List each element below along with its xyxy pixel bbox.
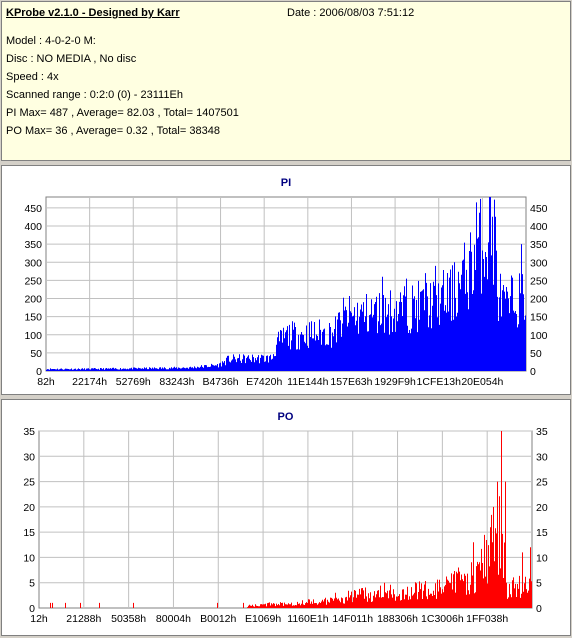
y-tick-label-left: 0: [29, 603, 35, 615]
x-tick-label: 20E054h: [461, 376, 503, 388]
y-tick-label-left: 25: [23, 477, 35, 489]
y-tick-label-left: 400: [24, 221, 42, 233]
y-tick-label-right: 400: [530, 221, 548, 233]
y-tick-label-right: 0: [530, 366, 536, 378]
x-tick-label: 1FF038h: [466, 613, 508, 625]
x-tick-label: 50358h: [111, 613, 146, 625]
speed-line: Speed : 4x: [6, 71, 59, 83]
y-tick-label-right: 35: [536, 426, 548, 438]
y-tick-label-right: 300: [530, 257, 548, 269]
data-bars: [50, 431, 532, 608]
x-tick-label: B0012h: [200, 613, 236, 625]
app-title: KProbe v2.1.0 - Designed by Karr: [6, 7, 180, 19]
x-tick-label: 22174h: [72, 376, 107, 388]
y-tick-label-left: 350: [24, 239, 42, 251]
x-tick-label: E7420h: [246, 376, 282, 388]
scan-info-panel: KProbe v2.1.0 - Designed by Karr Date : …: [1, 1, 571, 161]
y-tick-label-right: 250: [530, 275, 548, 287]
y-tick-label-left: 35: [23, 426, 35, 438]
y-tick-label-right: 0: [536, 603, 542, 615]
y-tick-label-right: 10: [536, 552, 548, 564]
y-tick-label-left: 250: [24, 275, 42, 287]
y-tick-label-left: 50: [30, 348, 42, 360]
model-line: Model : 4-0-2-0 M:: [6, 35, 96, 47]
y-tick-label-right: 200: [530, 294, 548, 306]
data-series: [46, 197, 526, 371]
y-tick-label-left: 450: [24, 203, 42, 215]
y-tick-label-right: 20: [536, 502, 548, 514]
x-tick-label: 11E144h: [287, 376, 328, 388]
y-tick-label-left: 30: [23, 451, 35, 463]
y-tick-label-left: 100: [24, 330, 42, 342]
x-tick-label: 52769h: [116, 376, 151, 388]
y-tick-label-right: 50: [530, 348, 542, 360]
x-tick-label: 82h: [37, 376, 55, 388]
scanned-range-line: Scanned range : 0:2:0 (0) - 23111Eh: [6, 89, 183, 101]
po-chart: PO 0 0 5 5 10 10 15 15 20 20 25 25 30 30 35 35 12h 21288h 5…: [23, 411, 548, 625]
y-tick-label-right: 5: [536, 578, 542, 590]
pi-summary-line: PI Max= 487 , Average= 82.03 , Total= 14…: [6, 107, 239, 119]
y-tick-label-left: 0: [36, 366, 42, 378]
scan-date: Date : 2006/08/03 7:51:12: [287, 7, 415, 19]
x-tick-label: 188306h: [377, 613, 418, 625]
x-tick-label: 157E63h: [330, 376, 372, 388]
plot-area: [38, 430, 533, 609]
y-tick-label-right: 15: [536, 527, 548, 539]
chart-title: PI: [281, 177, 291, 189]
x-tick-label: 1160E1h: [287, 613, 328, 625]
disc-line: Disc : NO MEDIA , No disc: [6, 53, 137, 65]
po-summary-line: PO Max= 36 , Average= 0.32 , Total= 3834…: [6, 125, 220, 137]
x-tick-label: 1929F9h: [374, 376, 416, 388]
x-tick-label: 12h: [30, 613, 48, 625]
chart-title: PO: [278, 411, 294, 423]
x-tick-label: 1CFE13h: [417, 376, 462, 388]
y-tick-label-left: 10: [23, 552, 35, 564]
x-tick-label: 14F011h: [332, 613, 373, 625]
y-tick-label-right: 150: [530, 312, 548, 324]
data-series: [50, 431, 532, 608]
x-tick-label: E1069h: [245, 613, 281, 625]
y-tick-label-right: 350: [530, 239, 548, 251]
x-tick-label: 80004h: [156, 613, 191, 625]
pi-chart: PI 0 0 50 50 100 100 150 150 200 200 250 250 300 300 35…: [24, 177, 548, 388]
data-bars: [46, 197, 526, 371]
y-tick-label-right: 450: [530, 203, 548, 215]
y-tick-label-right: 30: [536, 451, 548, 463]
y-tick-label-left: 15: [23, 527, 35, 539]
x-tick-label: 83243h: [159, 376, 194, 388]
y-tick-label-right: 25: [536, 477, 548, 489]
x-tick-label: 21288h: [66, 613, 101, 625]
x-tick-label: 1C3006h: [421, 613, 464, 625]
y-tick-label-left: 20: [23, 502, 35, 514]
y-tick-label-left: 200: [24, 294, 42, 306]
po-chart-panel: PO 0 0 5 5 10 10 15 15 20 20 25 25 30 30 35 35 12h 21288h 5…: [1, 399, 571, 636]
y-tick-label-left: 300: [24, 257, 42, 269]
x-tick-label: B4736h: [202, 376, 238, 388]
y-tick-label-left: 5: [29, 578, 35, 590]
pi-chart-panel: PI 0 0 50 50 100 100 150 150 200 200 250 250 300 300 35…: [1, 165, 571, 395]
y-tick-label-right: 100: [530, 330, 548, 342]
y-tick-label-left: 150: [24, 312, 42, 324]
